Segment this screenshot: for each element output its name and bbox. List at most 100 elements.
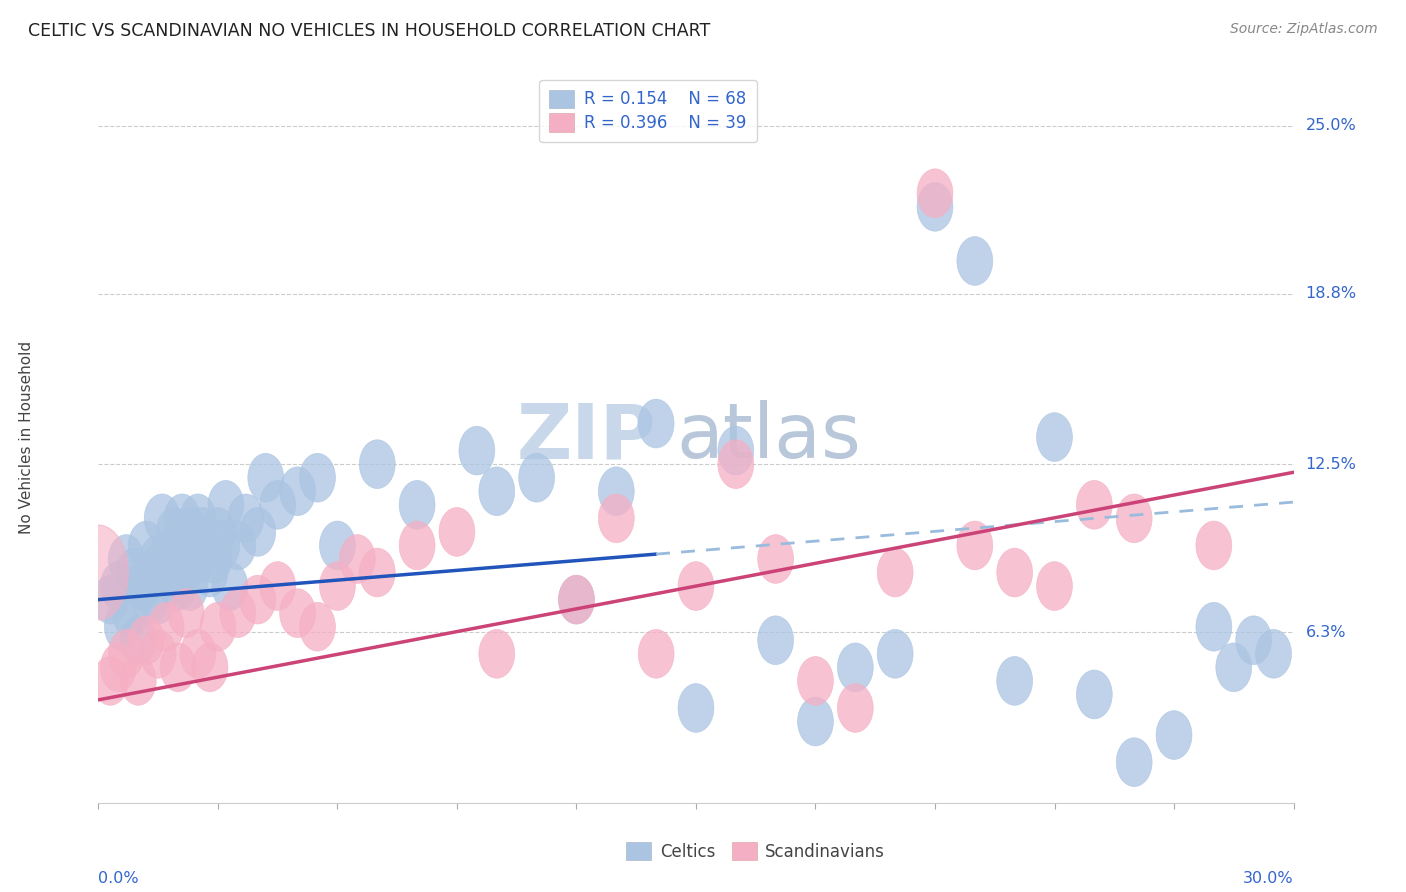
Text: ZIP: ZIP <box>516 401 657 474</box>
Ellipse shape <box>718 426 754 475</box>
Ellipse shape <box>169 589 204 638</box>
Text: atlas: atlas <box>676 401 860 474</box>
Ellipse shape <box>152 549 188 597</box>
Ellipse shape <box>121 615 156 665</box>
Ellipse shape <box>758 615 793 665</box>
Ellipse shape <box>1116 494 1152 542</box>
Text: 12.5%: 12.5% <box>1306 457 1357 472</box>
Ellipse shape <box>219 521 256 570</box>
Text: 0.0%: 0.0% <box>98 871 139 886</box>
Ellipse shape <box>280 589 315 638</box>
Ellipse shape <box>599 467 634 516</box>
Ellipse shape <box>1077 670 1112 719</box>
Ellipse shape <box>877 630 912 678</box>
Ellipse shape <box>479 630 515 678</box>
Ellipse shape <box>678 683 714 732</box>
Ellipse shape <box>917 183 953 231</box>
Ellipse shape <box>997 657 1032 706</box>
Ellipse shape <box>219 589 256 638</box>
Ellipse shape <box>204 521 240 570</box>
Ellipse shape <box>108 534 145 583</box>
Ellipse shape <box>360 549 395 597</box>
Ellipse shape <box>160 521 195 570</box>
Ellipse shape <box>797 698 834 746</box>
Ellipse shape <box>180 494 217 542</box>
Ellipse shape <box>957 236 993 285</box>
Ellipse shape <box>193 643 228 691</box>
Ellipse shape <box>1156 711 1192 759</box>
Ellipse shape <box>1197 521 1232 570</box>
Ellipse shape <box>240 575 276 624</box>
Ellipse shape <box>148 602 184 651</box>
Ellipse shape <box>797 657 834 706</box>
Ellipse shape <box>169 534 204 583</box>
Text: CELTIC VS SCANDINAVIAN NO VEHICLES IN HOUSEHOLD CORRELATION CHART: CELTIC VS SCANDINAVIAN NO VEHICLES IN HO… <box>28 22 710 40</box>
Text: 18.8%: 18.8% <box>1306 286 1357 301</box>
Ellipse shape <box>128 615 165 665</box>
Ellipse shape <box>117 549 152 597</box>
Ellipse shape <box>180 534 217 583</box>
Ellipse shape <box>132 575 169 624</box>
Ellipse shape <box>638 399 673 448</box>
Ellipse shape <box>1197 602 1232 651</box>
Ellipse shape <box>280 467 315 516</box>
Ellipse shape <box>247 453 284 502</box>
Ellipse shape <box>638 630 673 678</box>
Ellipse shape <box>479 467 515 516</box>
Text: 30.0%: 30.0% <box>1243 871 1294 886</box>
Ellipse shape <box>240 508 276 557</box>
Ellipse shape <box>128 521 165 570</box>
Ellipse shape <box>172 562 208 610</box>
Ellipse shape <box>104 602 141 651</box>
Ellipse shape <box>200 602 236 651</box>
Ellipse shape <box>93 575 128 624</box>
Ellipse shape <box>165 494 200 542</box>
Ellipse shape <box>180 630 217 678</box>
Ellipse shape <box>838 683 873 732</box>
Ellipse shape <box>319 521 356 570</box>
Ellipse shape <box>558 575 595 624</box>
Ellipse shape <box>339 534 375 583</box>
Ellipse shape <box>997 549 1032 597</box>
Text: 6.3%: 6.3% <box>1306 624 1346 640</box>
Ellipse shape <box>299 453 336 502</box>
Ellipse shape <box>228 494 264 542</box>
Ellipse shape <box>200 508 236 557</box>
Ellipse shape <box>100 643 136 691</box>
Ellipse shape <box>69 525 128 620</box>
Ellipse shape <box>957 521 993 570</box>
Ellipse shape <box>319 562 356 610</box>
Ellipse shape <box>558 575 595 624</box>
Ellipse shape <box>141 575 176 624</box>
Ellipse shape <box>108 630 145 678</box>
Ellipse shape <box>93 657 128 706</box>
Ellipse shape <box>838 643 873 691</box>
Ellipse shape <box>184 508 219 557</box>
Ellipse shape <box>1236 615 1271 665</box>
Ellipse shape <box>599 494 634 542</box>
Ellipse shape <box>399 521 434 570</box>
Ellipse shape <box>1077 481 1112 529</box>
Ellipse shape <box>156 508 193 557</box>
Text: 25.0%: 25.0% <box>1306 118 1357 133</box>
Ellipse shape <box>188 521 224 570</box>
Ellipse shape <box>1036 562 1073 610</box>
Ellipse shape <box>678 562 714 610</box>
Ellipse shape <box>439 508 475 557</box>
Ellipse shape <box>718 440 754 489</box>
Ellipse shape <box>124 562 160 610</box>
Ellipse shape <box>136 549 172 597</box>
Ellipse shape <box>299 602 336 651</box>
Ellipse shape <box>877 549 912 597</box>
Ellipse shape <box>195 534 232 583</box>
Ellipse shape <box>141 534 176 583</box>
Ellipse shape <box>160 562 195 610</box>
Ellipse shape <box>519 453 554 502</box>
Ellipse shape <box>160 643 195 691</box>
Ellipse shape <box>399 481 434 529</box>
Ellipse shape <box>100 562 136 610</box>
Ellipse shape <box>360 440 395 489</box>
Ellipse shape <box>193 549 228 597</box>
Ellipse shape <box>165 549 200 597</box>
Ellipse shape <box>260 481 295 529</box>
